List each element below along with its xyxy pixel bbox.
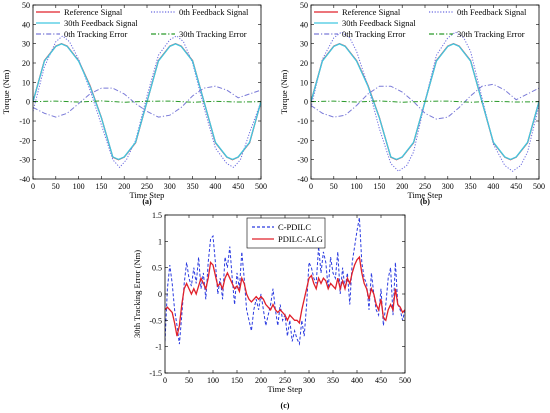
- x-tick-label: 0: [163, 376, 167, 385]
- y-tick-label: 0: [158, 290, 162, 299]
- y-tick-label: 40: [22, 20, 30, 29]
- x-axis-label: Time Step: [268, 384, 303, 394]
- series-line-5: [311, 100, 539, 103]
- x-tick-label: 400: [209, 182, 221, 191]
- y-tick-label: 1: [158, 237, 162, 246]
- y-tick-label: -0.5: [149, 316, 162, 325]
- legend-entry: Reference Signal: [342, 7, 401, 17]
- y-tick-label: 20: [22, 59, 30, 68]
- chart-panel-1: 0 50 100 150 200 250 300 350 400 450 500-40-30-20-…: [1, 1, 267, 206]
- series-line-2: [33, 35, 261, 169]
- legend: C-PDILC PDILC-ALG: [246, 217, 326, 249]
- y-axis-label: 30th Tracking Error (Nm): [132, 250, 142, 338]
- x-axis-label: Time Step: [408, 190, 443, 200]
- legend-entry: PDILC-ALG: [278, 234, 323, 244]
- y-tick-label: 40: [300, 20, 308, 29]
- y-axis-label: Torque (Nm): [279, 70, 289, 115]
- x-tick-label: 150: [231, 376, 243, 385]
- y-tick-label: -10: [19, 117, 30, 126]
- x-tick-label: 300: [442, 182, 454, 191]
- y-tick-label: -20: [297, 136, 308, 145]
- y-tick-label: -10: [297, 117, 308, 126]
- y-tick-label: -40: [297, 175, 308, 184]
- legend-entry: 0th Feedback Signal: [457, 7, 527, 17]
- x-tick-label: 50: [52, 182, 60, 191]
- x-tick-label: 100: [351, 182, 363, 191]
- x-tick-label: 400: [487, 182, 499, 191]
- legend: Reference Signal 0th Feedback Signal 30th …: [314, 7, 527, 39]
- x-tick-label: 350: [187, 182, 199, 191]
- x-tick-label: 250: [279, 376, 291, 385]
- x-tick-label: 150: [373, 182, 385, 191]
- legend-box: [246, 217, 326, 249]
- x-tick-label: 500: [255, 182, 267, 191]
- y-tick-label: -20: [19, 136, 30, 145]
- series-line-4: [311, 83, 539, 120]
- y-tick-label: 10: [300, 78, 308, 87]
- y-tick-label: 30: [22, 40, 30, 49]
- series-line-4: [33, 85, 261, 118]
- x-tick-label: 250: [419, 182, 431, 191]
- y-tick-label: 50: [22, 1, 30, 10]
- y-tick-label: 0: [304, 98, 308, 107]
- legend-entry: C-PDILC: [278, 222, 311, 232]
- y-tick-label: 20: [300, 59, 308, 68]
- chart-panel-2: 0 50 100 150 200 250 300 350 400 450 500-40-30-20-…: [279, 1, 545, 206]
- x-tick-label: 400: [351, 376, 363, 385]
- panel-label: (a): [142, 197, 152, 206]
- y-tick-label: -30: [19, 156, 30, 165]
- y-tick-label: -40: [19, 175, 30, 184]
- x-tick-label: 0: [309, 182, 313, 191]
- x-axis-label: Time Step: [130, 190, 165, 200]
- panel-label: (b): [420, 197, 430, 206]
- legend-entry: Reference Signal: [64, 7, 123, 17]
- y-tick-label: 50: [300, 1, 308, 10]
- legend-entry: 30th Feedback Signal: [64, 18, 138, 28]
- x-tick-label: 500: [399, 376, 411, 385]
- legend-entry: 30th Feedback Signal: [342, 18, 416, 28]
- x-tick-label: 200: [255, 376, 267, 385]
- y-tick-label: 10: [22, 78, 30, 87]
- y-tick-label: 0.5: [152, 264, 162, 273]
- x-tick-label: 50: [330, 182, 338, 191]
- x-tick-label: 250: [141, 182, 153, 191]
- x-tick-label: 100: [207, 376, 219, 385]
- chart-panel-3: 0 50 100 150 200 250 300 350 400 450 500 -1.5 -1 -0.5…: [132, 211, 411, 410]
- y-tick-label: 30: [300, 40, 308, 49]
- x-tick-label: 300: [303, 376, 315, 385]
- legend-entry: 0th Tracking Error: [64, 29, 127, 39]
- legend: Reference Signal 0th Feedback Signal 30th …: [36, 7, 249, 39]
- y-tick-label: 1.5: [152, 211, 162, 220]
- y-tick-label: 0: [26, 98, 30, 107]
- series-line-5: [33, 100, 261, 103]
- x-tick-label: 500: [533, 182, 545, 191]
- series-line-2: [165, 255, 405, 337]
- x-tick-label: 450: [510, 182, 522, 191]
- x-tick-label: 200: [118, 182, 130, 191]
- y-tick-label: -1.5: [149, 369, 162, 378]
- x-tick-label: 50: [185, 376, 193, 385]
- y-axis-label: Torque (Nm): [1, 70, 11, 115]
- x-tick-label: 450: [232, 182, 244, 191]
- x-tick-label: 150: [95, 182, 107, 191]
- x-tick-label: 200: [396, 182, 408, 191]
- legend-entry: 30th Tracking Error: [457, 29, 525, 39]
- legend-entry: 0th Tracking Error: [342, 29, 405, 39]
- panel-label: (c): [281, 401, 290, 410]
- x-tick-label: 300: [164, 182, 176, 191]
- x-tick-label: 350: [327, 376, 339, 385]
- x-tick-label: 100: [73, 182, 85, 191]
- x-tick-label: 450: [375, 376, 387, 385]
- y-tick-label: -30: [297, 156, 308, 165]
- x-tick-label: 0: [31, 182, 35, 191]
- y-tick-label: -1: [155, 343, 162, 352]
- legend-entry: 30th Tracking Error: [179, 29, 247, 39]
- x-tick-label: 350: [465, 182, 477, 191]
- legend-entry: 0th Feedback Signal: [179, 7, 249, 17]
